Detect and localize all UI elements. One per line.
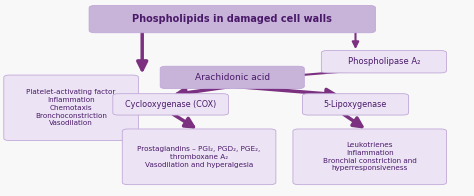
FancyBboxPatch shape [113,94,228,115]
FancyBboxPatch shape [4,75,138,141]
Text: Phospholipase A₂: Phospholipase A₂ [348,57,420,66]
FancyBboxPatch shape [122,129,276,185]
FancyBboxPatch shape [302,94,409,115]
FancyBboxPatch shape [293,129,447,185]
Text: 5-Lipoxygenase: 5-Lipoxygenase [324,100,387,109]
FancyBboxPatch shape [321,51,447,73]
Text: Platelet-activating factor
Inflammation
Chemotaxis
Bronchoconstriction
Vasodilat: Platelet-activating factor Inflammation … [27,89,116,126]
FancyBboxPatch shape [160,66,304,89]
Text: Phospholipids in damaged cell walls: Phospholipids in damaged cell walls [132,14,332,24]
Text: Leukotrienes
Inflammation
Bronchial constriction and
hyperresponsiveness: Leukotrienes Inflammation Bronchial cons… [323,142,417,172]
Text: Prostaglandins – PGI₂, PGD₂, PGE₂,
thromboxane A₂
Vasodilation and hyperalgesia: Prostaglandins – PGI₂, PGD₂, PGE₂, throm… [137,146,261,168]
Text: Cyclooxygenase (COX): Cyclooxygenase (COX) [125,100,216,109]
FancyBboxPatch shape [89,5,375,33]
Text: Arachidonic acid: Arachidonic acid [195,73,270,82]
